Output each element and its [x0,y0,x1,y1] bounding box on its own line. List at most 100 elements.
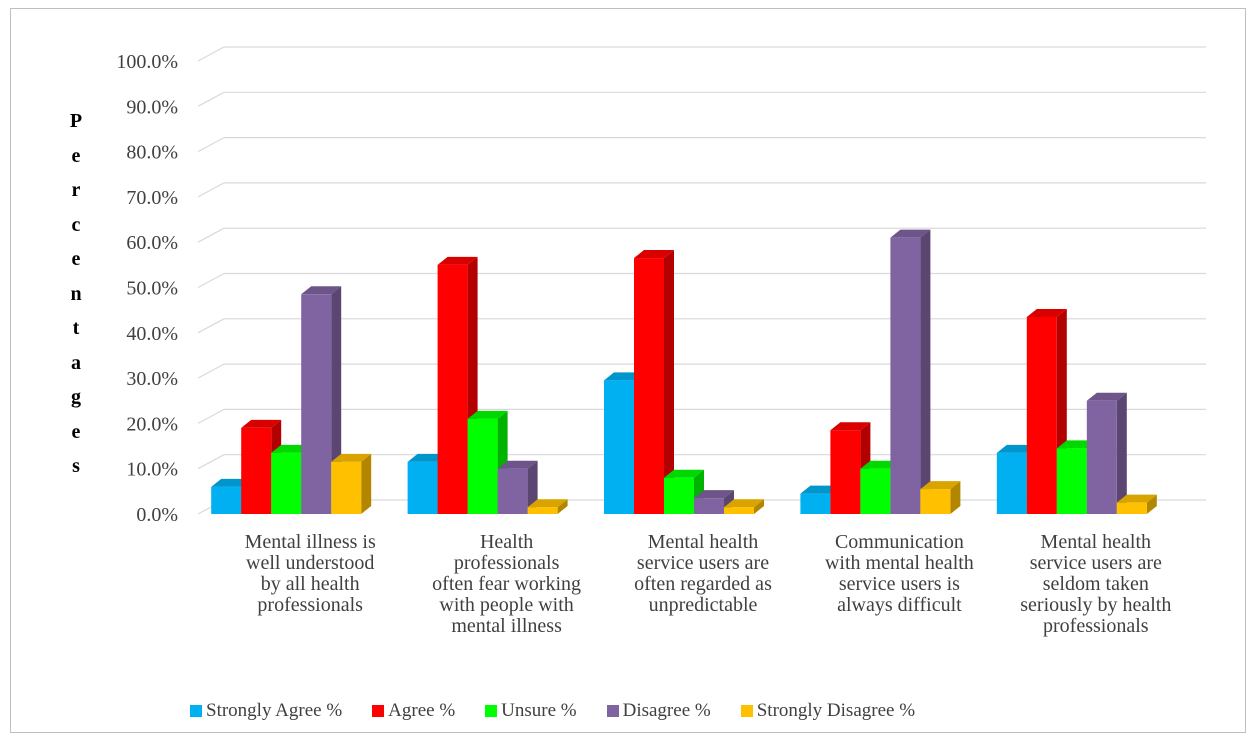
gridline-diagonal [197,182,225,198]
bar-top [1116,494,1157,503]
x-category-label-line: seriously by health [1020,594,1172,616]
bar-side [1146,494,1157,514]
bar [604,380,634,514]
bar [407,461,438,514]
y-axis-label-letter: g [71,386,81,408]
bar [211,486,242,514]
y-axis-label-letter: a [71,351,81,374]
bar [497,468,528,514]
bar-top [497,460,538,469]
gridline-diagonal [197,363,225,379]
bar [890,237,921,515]
y-axis-label-letter: P [69,110,83,132]
bar-side [1116,392,1127,514]
y-tick-label: 90.0% [126,96,178,118]
y-tick-label: 30.0% [126,368,178,390]
gridline-diagonal [197,408,225,424]
x-category-label-line: with mental health [824,552,974,574]
gridline-diagonal [197,272,225,289]
bar-side [361,453,372,514]
legend-label: Unsure % [501,700,577,721]
y-tick-label: 100.0% [116,51,178,73]
legend-label: Disagree % [622,700,711,721]
bar-side [527,460,538,514]
x-category-label-line: with people with [439,594,574,616]
bar-side [754,499,764,514]
legend-swatch [372,705,385,717]
bar-top [331,453,372,462]
bar [996,452,1027,514]
gridline-diagonal [197,318,225,334]
y-tick-label: 60.0% [126,232,178,254]
y-axis-label-letter: e [71,420,81,443]
bar-top [1086,392,1127,401]
y-axis-label-letter: e [71,248,81,270]
bar [920,489,951,514]
bar-top [1026,308,1067,317]
gridline-diagonal [197,454,225,470]
bar [331,461,362,514]
y-tick-label: 70.0% [126,187,178,209]
x-category-label-line: professionals [257,594,363,616]
x-category-label: Health professionals often fear working wit… [422,532,592,637]
bar [634,258,664,514]
bar-top [830,422,871,431]
bar [694,498,724,514]
x-category-label: Mental illness is well understood by all h… [225,532,395,616]
y-axis-label-letter: c [71,213,81,236]
y-tick-label: 80.0% [126,142,178,164]
y-axis-label-letter: n [70,282,82,305]
x-category-label-line: service users is [838,573,960,595]
chart-legend: Strongly Agree % Agree % Unsure % Disagree … [190,699,945,723]
legend-item: Unsure % [485,700,577,722]
x-category-label-line: Mental health [1040,531,1152,553]
y-tick-label: 20.0% [126,413,178,435]
x-category-label-line: professionals [1043,615,1149,637]
bar-top [467,410,508,419]
x-category-label: Communication with mental health service u… [814,532,984,616]
gridline-diagonal [197,227,225,243]
legend-label: Strongly Disagree % [756,700,916,721]
y-axis-label-letter: e [71,144,81,167]
x-category-label-line: Communication [834,531,964,553]
bar-top [920,481,961,490]
x-category-label-line: unpredictable [648,594,758,616]
legend-item: Strongly Agree % [190,700,342,722]
x-category-label-line: well understood [246,552,375,574]
bar-top [694,490,734,499]
chart-frame [10,8,1246,733]
bar [830,430,861,514]
x-category-label-line: Mental health [647,531,759,553]
x-category-label-line: by all health [260,573,360,595]
x-category-label-line: professionals [453,552,560,574]
bar [860,468,891,514]
bar-side [664,250,674,514]
legend-swatch [606,705,619,717]
gridline-diagonal [197,91,225,107]
x-category-label: Mental health service users are seldom tak… [1011,532,1181,637]
gridline-diagonal [197,137,225,153]
x-category-label: Mental health service users are often rega… [618,532,788,616]
bar [241,427,272,514]
bar-top [664,469,704,478]
legend-swatch [485,705,498,717]
bar-top [301,286,342,295]
legend-item: Strongly Disagree % [740,700,916,722]
y-axis-label-letter: s [72,455,80,477]
bar [800,493,831,514]
bar [527,507,558,514]
legend-item: Disagree % [606,700,711,722]
bar [724,507,754,514]
x-category-label-line: always difficult [837,594,962,616]
bar [1026,316,1057,514]
y-tick-label: 0.0% [136,504,178,526]
bar [664,477,694,514]
x-category-label-line: service users are [1029,552,1162,574]
bar-top [890,229,931,238]
bar [467,418,498,514]
legend-swatch [190,705,202,717]
legend-swatch [740,705,753,717]
bar-top [724,499,764,508]
